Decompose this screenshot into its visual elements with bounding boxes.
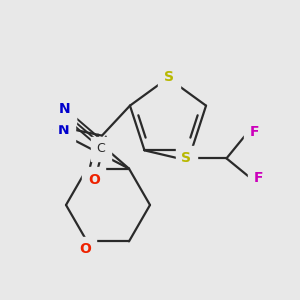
Text: F: F xyxy=(254,171,263,185)
Text: H: H xyxy=(61,105,70,118)
Text: S: S xyxy=(182,152,191,165)
Text: N: N xyxy=(59,102,71,116)
Text: F: F xyxy=(250,125,259,140)
Text: O: O xyxy=(79,242,91,256)
Text: N: N xyxy=(58,123,70,136)
Text: C: C xyxy=(97,142,105,155)
Text: O: O xyxy=(88,172,100,187)
Text: S: S xyxy=(164,70,174,84)
